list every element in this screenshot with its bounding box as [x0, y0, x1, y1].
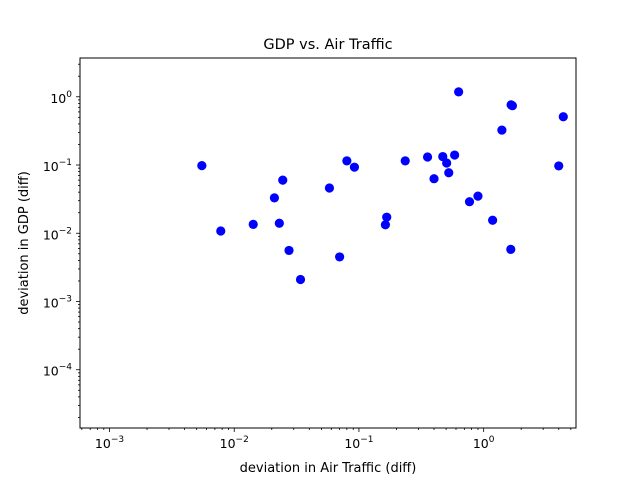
data-point: [444, 168, 454, 178]
x-tick-label: 10−2: [220, 435, 249, 451]
data-point: [450, 150, 460, 160]
data-point: [422, 152, 433, 162]
chart-title: GDP vs. Air Traffic: [263, 37, 392, 53]
data-point: [497, 125, 507, 135]
data-point: [278, 175, 288, 185]
x-tick-label: 10−1: [344, 435, 373, 451]
data-points: [197, 87, 568, 285]
y-tick-label: 10−1: [43, 158, 72, 174]
x-tick-label: 100: [473, 435, 495, 451]
y-tick-label: 10−3: [43, 294, 72, 310]
data-point: [558, 112, 568, 122]
data-point: [324, 183, 335, 193]
y-tick-labels: 10−4 10−3 10−2 10−1 100: [43, 90, 72, 379]
plot-area: [80, 58, 576, 428]
major-ticks: [76, 96, 485, 432]
data-point: [284, 245, 294, 256]
data-point: [274, 218, 284, 228]
data-point: [488, 215, 498, 225]
data-point: [473, 191, 483, 201]
data-point: [507, 101, 518, 111]
data-point: [464, 197, 475, 207]
data-point: [380, 220, 391, 230]
y-axis-label: deviation in GDP (diff): [17, 171, 32, 315]
data-point: [429, 174, 439, 184]
y-tick-label: 100: [50, 90, 72, 106]
data-point: [197, 161, 207, 171]
data-point: [216, 226, 226, 236]
data-point: [400, 156, 410, 166]
data-point: [454, 87, 464, 97]
y-tick-label: 10−2: [43, 226, 72, 242]
data-point: [442, 158, 452, 168]
data-point: [269, 193, 280, 203]
data-point: [554, 161, 564, 171]
data-point: [342, 156, 352, 166]
x-tick-labels: 10−3 10−2 10−1 100: [95, 435, 495, 451]
data-point: [506, 244, 516, 254]
data-point: [382, 212, 392, 222]
data-point: [295, 274, 306, 285]
y-tick-label: 10−4: [43, 363, 72, 379]
data-point: [248, 219, 258, 229]
plot-frame: [79, 57, 577, 429]
x-axis-label: deviation in Air Traffic (diff): [240, 461, 417, 476]
x-tick-label: 10−3: [95, 435, 124, 451]
data-point: [335, 252, 345, 262]
data-point: [349, 162, 360, 172]
